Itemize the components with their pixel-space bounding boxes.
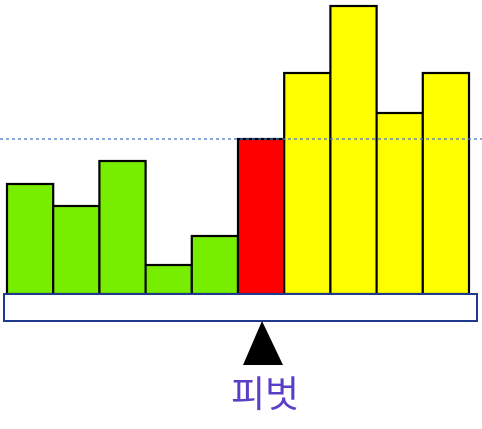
greater-than-pivot-bar bbox=[421, 71, 471, 296]
greater-than-pivot-bar bbox=[329, 4, 378, 296]
less-than-pivot-bar bbox=[144, 263, 193, 296]
less-than-pivot-bar bbox=[5, 182, 55, 296]
pivot-bar bbox=[236, 137, 286, 296]
balance-base-bar bbox=[3, 293, 478, 322]
less-than-pivot-bar bbox=[190, 234, 240, 296]
greater-than-pivot-bar bbox=[283, 71, 332, 296]
less-than-pivot-bar bbox=[98, 159, 147, 296]
pivot-label: 피벗 bbox=[230, 373, 300, 416]
greater-than-pivot-bar bbox=[375, 111, 424, 296]
fulcrum-triangle-icon bbox=[243, 321, 283, 365]
bars-group bbox=[5, 4, 471, 296]
less-than-pivot-bar bbox=[52, 204, 101, 296]
